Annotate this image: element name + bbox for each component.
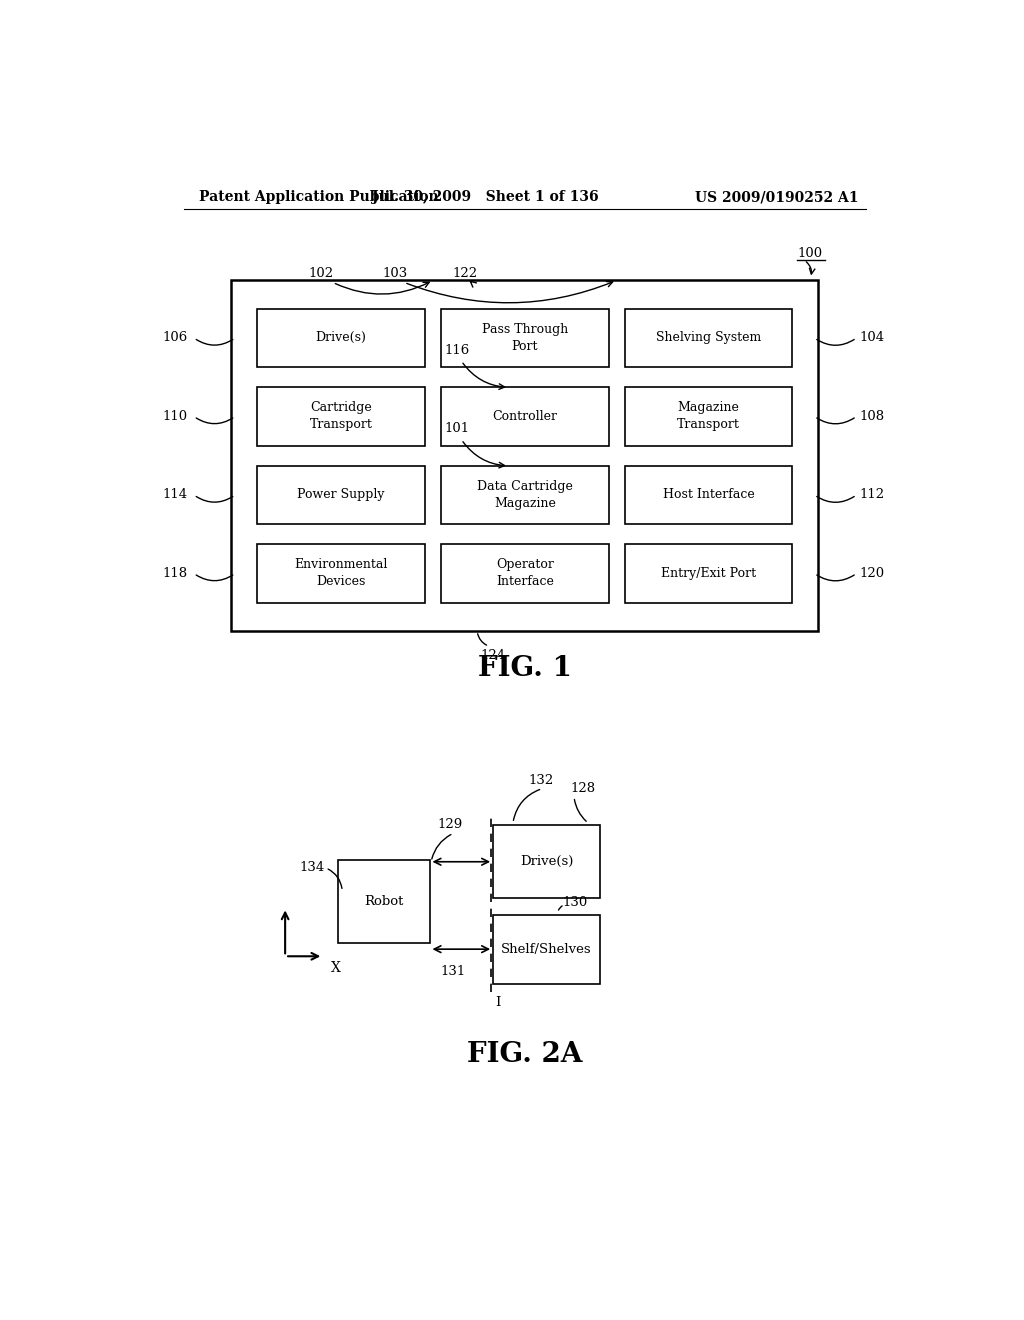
Bar xyxy=(257,387,425,446)
Text: 101: 101 xyxy=(444,422,470,436)
Text: FIG. 1: FIG. 1 xyxy=(478,655,571,682)
Text: I: I xyxy=(496,995,501,1008)
Text: 129: 129 xyxy=(437,818,463,832)
Text: 103: 103 xyxy=(383,268,409,280)
Text: Pass Through
Port: Pass Through Port xyxy=(481,323,568,352)
Bar xyxy=(231,280,818,631)
Text: FIG. 2A: FIG. 2A xyxy=(467,1041,583,1068)
Text: 108: 108 xyxy=(860,411,885,422)
Text: X: X xyxy=(331,961,341,975)
Text: 112: 112 xyxy=(860,488,885,502)
Text: 102: 102 xyxy=(308,268,334,280)
Text: Power Supply: Power Supply xyxy=(297,488,385,502)
Text: 124: 124 xyxy=(480,649,506,663)
Bar xyxy=(625,309,793,367)
Text: Shelving System: Shelving System xyxy=(655,331,761,345)
Bar xyxy=(441,309,608,367)
Text: Drive(s): Drive(s) xyxy=(315,331,367,345)
Text: 118: 118 xyxy=(163,568,187,579)
Text: 122: 122 xyxy=(453,268,478,280)
Bar xyxy=(441,387,608,446)
Bar xyxy=(494,915,600,983)
Text: 100: 100 xyxy=(797,247,822,260)
Text: Entry/Exit Port: Entry/Exit Port xyxy=(660,568,756,579)
Text: Controller: Controller xyxy=(493,411,557,422)
Text: Environmental
Devices: Environmental Devices xyxy=(295,558,388,589)
Text: 134: 134 xyxy=(300,862,325,874)
Text: 120: 120 xyxy=(860,568,885,579)
Text: Shelf/Shelves: Shelf/Shelves xyxy=(502,942,592,956)
Bar xyxy=(625,466,793,524)
Bar xyxy=(257,466,425,524)
Text: Jul. 30, 2009   Sheet 1 of 136: Jul. 30, 2009 Sheet 1 of 136 xyxy=(372,190,598,205)
Text: 131: 131 xyxy=(440,965,466,978)
Text: 106: 106 xyxy=(162,331,187,345)
Text: Drive(s): Drive(s) xyxy=(520,855,573,869)
Text: Operator
Interface: Operator Interface xyxy=(496,558,554,589)
Bar xyxy=(441,544,608,602)
Bar xyxy=(338,859,430,942)
Text: US 2009/0190252 A1: US 2009/0190252 A1 xyxy=(694,190,858,205)
Text: Data Cartridge
Magazine: Data Cartridge Magazine xyxy=(477,480,572,510)
Text: 110: 110 xyxy=(163,411,187,422)
Text: Magazine
Transport: Magazine Transport xyxy=(677,401,739,432)
Bar xyxy=(625,387,793,446)
Text: 130: 130 xyxy=(562,896,588,909)
Bar xyxy=(257,309,425,367)
Text: Robot: Robot xyxy=(365,895,403,908)
Text: Patent Application Publication: Patent Application Publication xyxy=(200,190,439,205)
Text: 128: 128 xyxy=(570,781,596,795)
Bar xyxy=(441,466,608,524)
Text: 116: 116 xyxy=(444,343,470,356)
Text: 114: 114 xyxy=(163,488,187,502)
Text: Cartridge
Transport: Cartridge Transport xyxy=(310,401,373,432)
Text: Host Interface: Host Interface xyxy=(663,488,755,502)
Bar xyxy=(625,544,793,602)
Bar xyxy=(257,544,425,602)
Text: 132: 132 xyxy=(528,774,553,787)
Bar xyxy=(494,825,600,899)
Text: 104: 104 xyxy=(860,331,885,345)
